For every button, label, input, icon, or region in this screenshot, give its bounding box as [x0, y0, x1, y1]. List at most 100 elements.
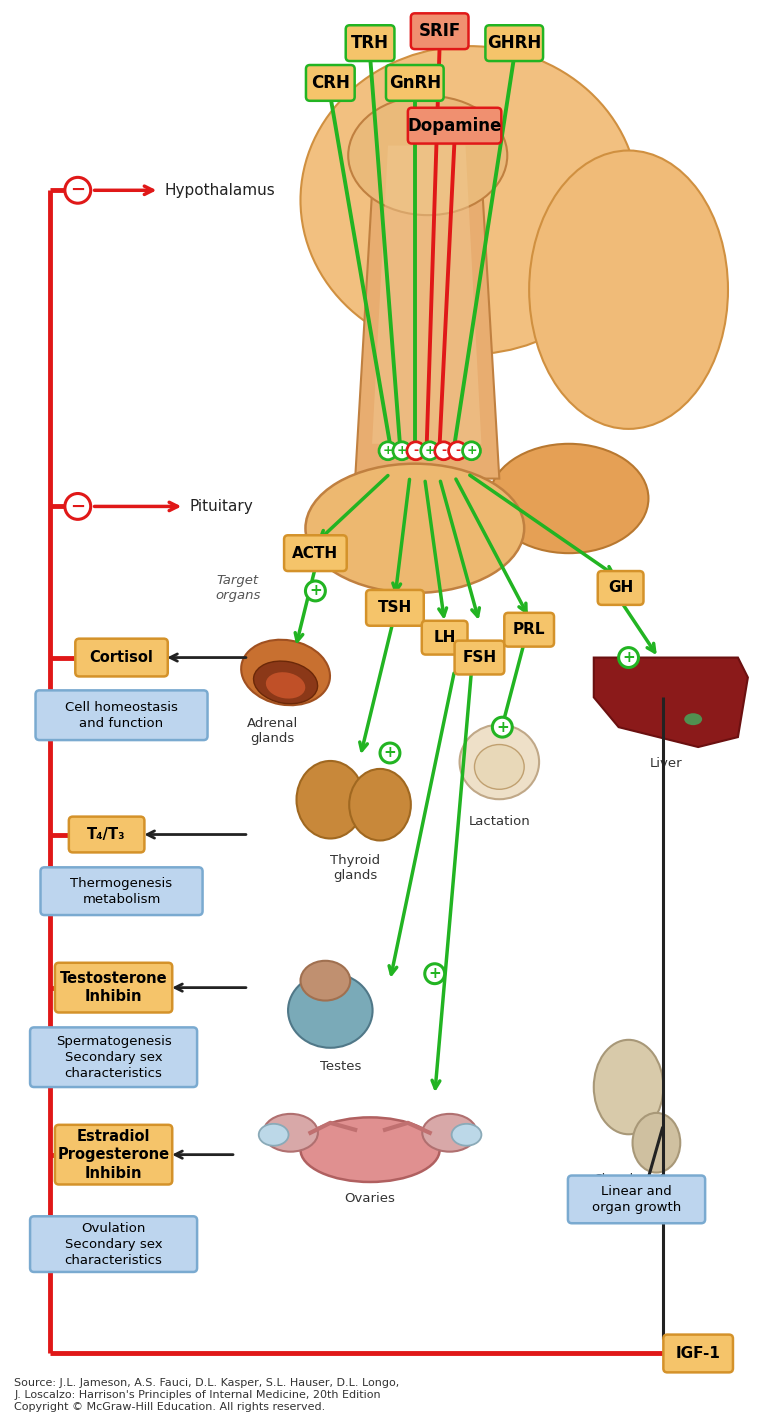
Circle shape [306, 581, 326, 601]
Circle shape [492, 718, 512, 737]
Circle shape [380, 743, 400, 763]
FancyBboxPatch shape [422, 621, 468, 655]
Text: Cortisol: Cortisol [90, 649, 154, 665]
Text: +: + [382, 445, 393, 458]
Circle shape [407, 442, 425, 460]
FancyBboxPatch shape [35, 691, 207, 740]
Ellipse shape [452, 1124, 482, 1145]
Polygon shape [372, 145, 482, 443]
Text: +: + [496, 719, 508, 735]
Circle shape [379, 442, 397, 460]
Text: Lactation: Lactation [468, 814, 530, 827]
Text: +: + [466, 445, 477, 458]
FancyBboxPatch shape [284, 536, 346, 571]
Ellipse shape [348, 95, 508, 215]
Ellipse shape [475, 745, 525, 789]
Ellipse shape [306, 463, 525, 593]
Circle shape [449, 442, 466, 460]
FancyBboxPatch shape [30, 1216, 197, 1272]
Text: +: + [429, 966, 441, 982]
Text: FSH: FSH [462, 649, 496, 665]
Ellipse shape [349, 769, 411, 840]
Text: +: + [383, 746, 396, 760]
FancyBboxPatch shape [75, 638, 167, 676]
Ellipse shape [266, 672, 306, 699]
Text: Adrenal
glands: Adrenal glands [247, 718, 298, 745]
FancyBboxPatch shape [69, 817, 144, 853]
Text: Dopamine: Dopamine [407, 117, 502, 135]
Ellipse shape [300, 1117, 439, 1182]
FancyBboxPatch shape [505, 612, 554, 647]
Ellipse shape [529, 151, 728, 429]
Text: Spermatogenesis
Secondary sex
characteristics: Spermatogenesis Secondary sex characteri… [56, 1034, 171, 1080]
Text: Target
organs: Target organs [215, 574, 260, 603]
Text: GnRH: GnRH [389, 74, 441, 92]
Text: Chondrocytes: Chondrocytes [594, 1172, 680, 1185]
Ellipse shape [263, 1114, 318, 1151]
Ellipse shape [288, 973, 372, 1047]
FancyBboxPatch shape [41, 867, 203, 915]
Text: Linear and
organ growth: Linear and organ growth [592, 1185, 681, 1214]
Circle shape [435, 442, 452, 460]
FancyBboxPatch shape [55, 963, 172, 1013]
Circle shape [421, 442, 439, 460]
Text: +: + [425, 445, 435, 458]
FancyBboxPatch shape [30, 1027, 197, 1087]
FancyBboxPatch shape [485, 26, 543, 61]
Ellipse shape [300, 961, 350, 1000]
Ellipse shape [633, 1113, 680, 1172]
Text: CRH: CRH [311, 74, 349, 92]
Text: -: - [455, 445, 460, 458]
Text: TSH: TSH [378, 600, 412, 615]
Ellipse shape [259, 1124, 289, 1145]
Circle shape [65, 493, 91, 519]
FancyBboxPatch shape [55, 1125, 172, 1185]
Ellipse shape [422, 1114, 477, 1151]
Text: Testosterone
Inhibin: Testosterone Inhibin [60, 971, 167, 1005]
Text: Thermogenesis
metabolism: Thermogenesis metabolism [71, 877, 173, 905]
Ellipse shape [300, 45, 638, 354]
Text: +: + [396, 445, 407, 458]
Text: GH: GH [608, 580, 634, 595]
Text: ACTH: ACTH [293, 546, 339, 561]
Text: Estradiol
Progesterone
Inhibin: Estradiol Progesterone Inhibin [58, 1128, 170, 1181]
Text: PRL: PRL [513, 622, 545, 637]
FancyBboxPatch shape [455, 641, 505, 675]
Text: +: + [622, 649, 635, 665]
Circle shape [393, 442, 411, 460]
Ellipse shape [594, 1040, 664, 1134]
Ellipse shape [684, 713, 702, 725]
FancyBboxPatch shape [366, 590, 424, 625]
Text: Thyroid
glands: Thyroid glands [330, 854, 380, 882]
FancyBboxPatch shape [568, 1175, 705, 1223]
Text: Source: J.L. Jameson, A.S. Fauci, D.L. Kasper, S.L. Hauser, D.L. Longo,
J. Losca: Source: J.L. Jameson, A.S. Fauci, D.L. K… [14, 1378, 399, 1411]
Text: Hypothalamus: Hypothalamus [164, 183, 275, 198]
Ellipse shape [489, 443, 648, 553]
FancyBboxPatch shape [408, 108, 502, 144]
FancyBboxPatch shape [386, 65, 444, 101]
Text: TRH: TRH [351, 34, 389, 53]
Text: Pituitary: Pituitary [189, 499, 253, 514]
FancyBboxPatch shape [598, 571, 644, 605]
FancyBboxPatch shape [664, 1334, 733, 1373]
Text: +: + [309, 584, 322, 598]
Text: Cell homeostasis
and function: Cell homeostasis and function [65, 701, 178, 730]
Text: Ovulation
Secondary sex
characteristics: Ovulation Secondary sex characteristics [65, 1222, 163, 1266]
Text: −: − [70, 182, 85, 199]
Text: T₄/T₃: T₄/T₃ [88, 827, 126, 843]
Circle shape [65, 178, 91, 203]
Text: -: - [441, 445, 446, 458]
Ellipse shape [253, 661, 318, 703]
FancyBboxPatch shape [346, 26, 395, 61]
Text: Testes: Testes [319, 1060, 361, 1073]
Text: SRIF: SRIF [419, 23, 461, 40]
Text: LH: LH [433, 630, 456, 645]
Ellipse shape [459, 725, 539, 799]
Circle shape [462, 442, 481, 460]
Text: GHRH: GHRH [487, 34, 541, 53]
Text: IGF-1: IGF-1 [676, 1346, 720, 1361]
Ellipse shape [296, 762, 364, 838]
Polygon shape [355, 141, 499, 479]
Text: -: - [413, 445, 419, 458]
FancyBboxPatch shape [306, 65, 355, 101]
